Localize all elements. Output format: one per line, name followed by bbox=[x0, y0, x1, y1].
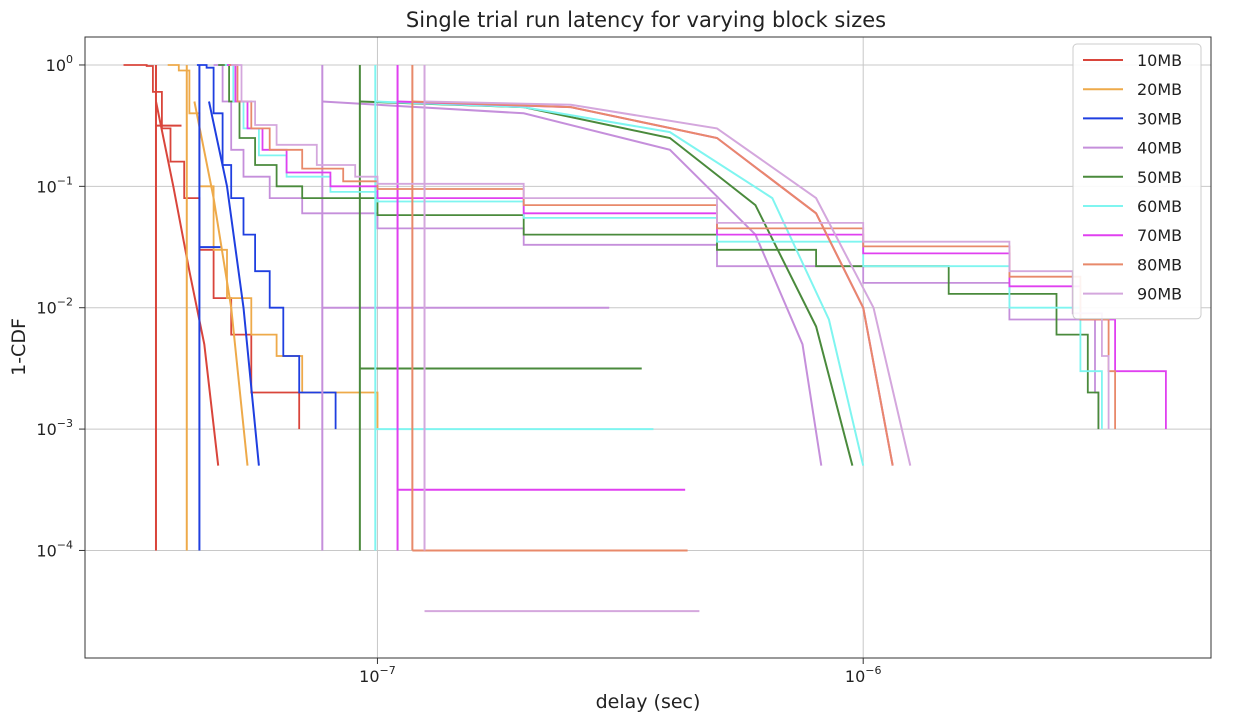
series-30mb bbox=[196, 64, 337, 551]
series-40mb bbox=[213, 64, 1100, 551]
legend-label-10mb: 10MB bbox=[1137, 51, 1182, 70]
y-axis-label: 1-CDF bbox=[8, 318, 30, 376]
series-50mb-fit-curve bbox=[359, 100, 854, 466]
legend-label-30mb: 30MB bbox=[1137, 109, 1182, 128]
grid-lines bbox=[85, 37, 1211, 658]
series-layer bbox=[123, 64, 1167, 613]
x-tick-label: 10−7 bbox=[359, 664, 396, 686]
series-40mb-fit-curve bbox=[322, 100, 823, 466]
series-10mb-ccdf-line bbox=[123, 64, 301, 430]
y-tick-label: 10−1 bbox=[36, 174, 73, 196]
series-80mb-fit-curve bbox=[412, 100, 894, 466]
y-tick-label: 10−3 bbox=[36, 417, 73, 439]
axis-ticks: 10−7 10−6 100 10−1 10−2 10−3 10−4 bbox=[36, 53, 881, 686]
series-20mb-ccdf-line bbox=[167, 64, 379, 430]
series-20mb bbox=[167, 64, 379, 551]
x-axis-label: delay (sec) bbox=[596, 691, 701, 713]
series-30mb-ccdf-line bbox=[196, 64, 337, 430]
series-60mb bbox=[224, 64, 1103, 551]
series-90mb-fit-curve bbox=[424, 100, 912, 466]
series-80mb-ccdf-line bbox=[229, 64, 1116, 430]
series-10mb-fit-curve bbox=[155, 101, 220, 466]
legend-label-20mb: 20MB bbox=[1137, 80, 1182, 99]
legend-label-70mb: 70MB bbox=[1137, 226, 1182, 245]
legend-box bbox=[1072, 43, 1202, 320]
y-tick-label: 10−4 bbox=[36, 538, 73, 560]
series-10mb bbox=[123, 64, 301, 551]
series-90mb bbox=[231, 64, 1110, 613]
x-tick-label: 10−6 bbox=[845, 664, 882, 686]
series-30mb-fit-curve bbox=[208, 101, 260, 466]
series-60mb-fit-curve bbox=[375, 100, 865, 466]
series-60mb-ccdf-line bbox=[224, 64, 1103, 430]
series-40mb-ccdf-line bbox=[213, 64, 1100, 430]
legend-label-50mb: 50MB bbox=[1137, 168, 1182, 187]
series-70mb-ccdf-line bbox=[227, 64, 1167, 430]
legend-label-60mb: 60MB bbox=[1137, 197, 1182, 216]
plot-frame bbox=[84, 36, 1212, 659]
series-70mb-fit-curve bbox=[397, 100, 894, 466]
y-tick-label: 100 bbox=[46, 53, 73, 75]
chart-title: Single trial run latency for varying blo… bbox=[406, 8, 886, 32]
series-20mb-fit-curve bbox=[193, 101, 249, 466]
legend: 10MB 20MB 30MB 40MB 50MB 60MB 70MB 80MB 90MB bbox=[1072, 43, 1202, 320]
legend-label-90mb: 90MB bbox=[1137, 285, 1182, 304]
legend-label-40mb: 40MB bbox=[1137, 139, 1182, 158]
legend-label-80mb: 80MB bbox=[1137, 255, 1182, 274]
y-tick-label: 10−2 bbox=[36, 296, 73, 318]
